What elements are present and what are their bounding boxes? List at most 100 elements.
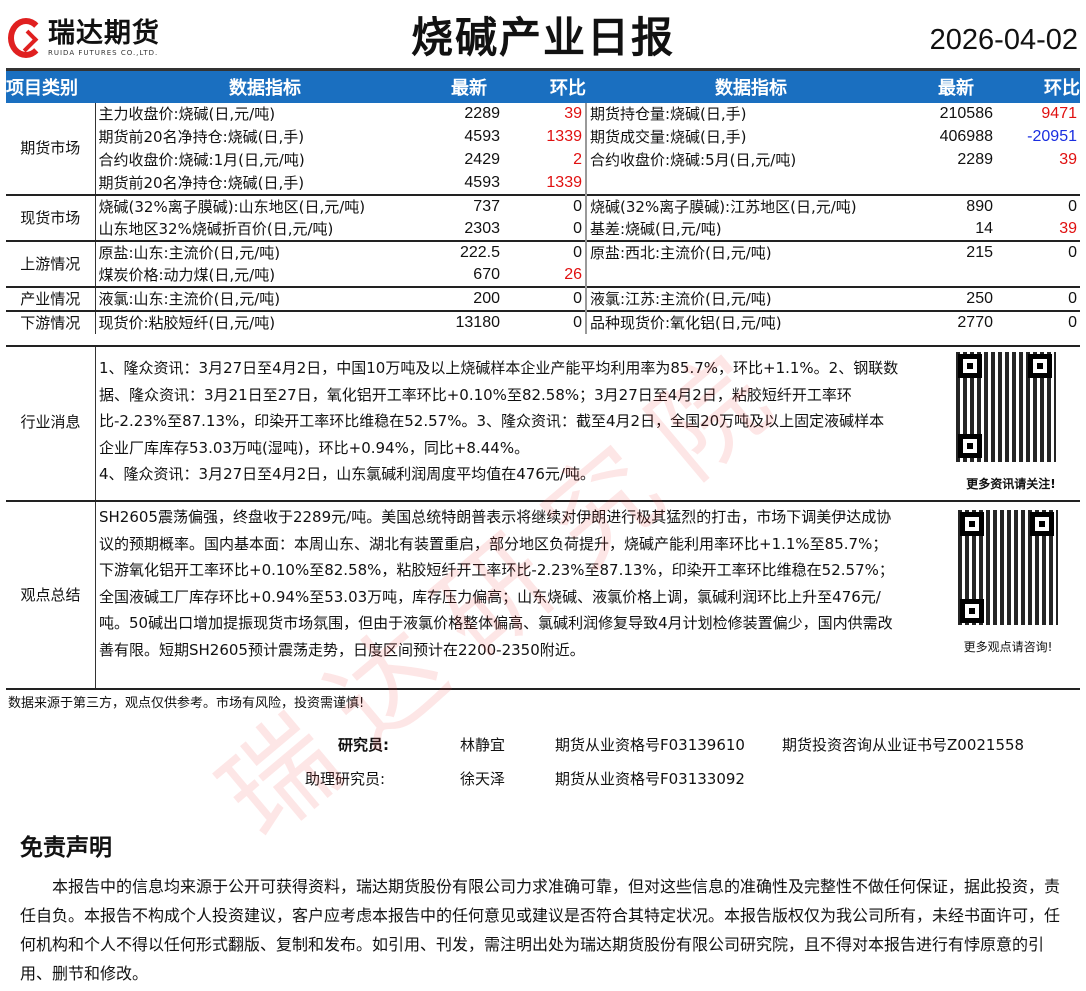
assistant-role: 助理研究员: — [305, 770, 386, 788]
column-header: 项目类别 — [6, 68, 95, 103]
table-row: 期货前20名净持仓:烧碱(日,手) 4593 1339 — [6, 171, 1080, 195]
latest-value: 13180 — [435, 309, 503, 334]
news-section: 行业消息 1、隆众资讯：3月27日至4月2日，中国10万吨及以上烧碱样本企业产能… — [6, 345, 1080, 500]
indicator-name: 品种现货价:氧化铝(日,元/吨) — [586, 309, 916, 334]
change-value: 2 — [503, 148, 587, 172]
column-header: 最新 — [916, 68, 996, 103]
column-header: 环比 — [996, 68, 1080, 103]
report-header: 瑞达期货 RUIDA FUTURES CO.,LTD. 烧碱产业日报 2026-… — [0, 0, 1086, 68]
report-date: 2026-04-02 — [929, 24, 1078, 56]
researcher-cert: 期货从业资格号F03139610 — [555, 736, 745, 754]
indicator-name: 液氯:江苏:主流价(日,元/吨) — [586, 285, 916, 311]
change-value: 0 — [503, 217, 587, 241]
indicator-name: 烧碱(32%离子膜碱):山东地区(日,元/吨) — [95, 193, 435, 218]
latest-value: 215 — [916, 239, 996, 264]
data-table: 项目类别 数据指标 最新 环比 数据指标 最新 环比 期货市场 主力收盘价:烧碱(日,元/吨)… — [6, 68, 1080, 334]
latest-value — [916, 172, 996, 195]
indicator-name: 合约收盘价:烧碱:5月(日,元/吨) — [590, 151, 797, 169]
logo-name: 瑞达期货 — [48, 18, 160, 49]
latest-value: 406988 — [939, 128, 993, 145]
latest-value: 250 — [916, 285, 996, 311]
disclaimer-title: 免责声明 — [20, 835, 112, 861]
researcher-consult-cert: 期货投资咨询从业证书号Z0021558 — [782, 736, 1025, 754]
latest-value: 200 — [435, 285, 503, 311]
view-text: SH2605震荡偏强，终盘收于2289元/吨。美国总统特朗普表示将继续对伊朗进行… — [99, 508, 894, 659]
change-value: -20951 — [1027, 128, 1077, 145]
logo-english: RUIDA FUTURES CO.,LTD. — [48, 49, 159, 57]
company-logo: 瑞达期货 RUIDA FUTURES CO.,LTD. — [8, 18, 160, 58]
category-cell: 现货市场 — [6, 193, 96, 241]
indicator-name — [586, 172, 916, 195]
table-row: 上游情况 原盐:山东:主流价(日,元/吨) 222.5 0 原盐:西北:主流价(日,元/… — [6, 239, 1080, 287]
latest-value: 2289 — [957, 151, 993, 168]
latest-value: 890 — [916, 193, 996, 218]
indicator-name: 期货前20名净持仓:烧碱(日,手) — [98, 128, 305, 146]
indicator-name: 液氯:山东:主流价(日,元/吨) — [95, 285, 435, 311]
assistant-cert: 期货从业资格号F03133092 — [555, 770, 745, 788]
latest-value: 4593 — [464, 173, 500, 191]
column-header: 数据指标 — [95, 68, 435, 103]
latest-value: 737 — [435, 193, 503, 218]
table-row: 期货前20名净持仓:烧碱(日,手) 4593 1339 期货成交量:烧碱(日,手) 40… — [6, 125, 1080, 149]
indicator-name: 烧碱(32%离子膜碱):江苏地区(日,元/吨) — [586, 193, 916, 218]
change-value: 39 — [503, 102, 587, 126]
change-value: 0 — [996, 193, 1080, 218]
column-header: 最新 — [435, 68, 503, 103]
latest-value: 2770 — [916, 309, 996, 334]
latest-value: 2429 — [464, 151, 500, 168]
change-value: 1339 — [503, 125, 587, 149]
change-value: 39 — [1059, 219, 1077, 237]
logo-icon — [8, 18, 44, 58]
change-value — [996, 172, 1080, 195]
indicator-name: 期货前20名净持仓:烧碱(日,手) — [98, 173, 305, 192]
indicator-name: 期货持仓量:烧碱(日,手) — [590, 105, 747, 123]
latest-value: 210586 — [939, 105, 993, 122]
latest-value — [916, 264, 996, 287]
indicator-name: 原盐:西北:主流价(日,元/吨) — [586, 239, 916, 264]
latest-value: 2289 — [464, 105, 500, 122]
news-label: 行业消息 — [20, 413, 81, 431]
column-header: 数据指标 — [586, 68, 916, 103]
indicator-name: 现货价:粘胶短纤(日,元/吨) — [95, 309, 435, 334]
change-value: 0 — [503, 239, 587, 264]
latest-value: 2303 — [464, 219, 500, 237]
category-cell: 上游情况 — [6, 239, 96, 287]
indicator-name: 原盐:山东:主流价(日,元/吨) — [95, 239, 435, 264]
category-cell: 产业情况 — [6, 285, 96, 311]
change-value: 1339 — [503, 171, 587, 195]
change-value: 0 — [503, 193, 587, 218]
change-value: 0 — [996, 285, 1080, 311]
indicator-name: 山东地区32%烧碱折百价(日,元/吨) — [98, 219, 334, 238]
indicator-name: 煤炭价格:动力煤(日,元/吨) — [98, 265, 276, 284]
table-header: 项目类别 数据指标 最新 环比 数据指标 最新 环比 — [6, 68, 1080, 103]
change-value: 39 — [1059, 151, 1077, 168]
latest-value: 222.5 — [435, 239, 503, 264]
view-qr-caption: 更多观点请咨询! — [963, 640, 1053, 654]
table-row: 下游情况 现货价:粘胶短纤(日,元/吨) 13180 0 品种现货价:氧化铝(日,元/吨… — [6, 309, 1080, 334]
category-cell: 期货市场 — [6, 102, 96, 195]
table-row: 煤炭价格:动力煤(日,元/吨) 670 26 — [6, 263, 1080, 287]
table-row: 期货市场 主力收盘价:烧碱(日,元/吨) 2289 39 期货持仓量:烧碱(日,手) 21… — [6, 102, 1080, 195]
news-text: 1、隆众资讯：3月27日至4月2日，中国10万吨及以上烧碱样本企业产能平均利用率… — [99, 359, 899, 457]
indicator-name: 基差:烧碱(日,元/吨) — [590, 219, 722, 238]
change-value: 9471 — [1041, 105, 1077, 122]
table-row: 山东地区32%烧碱折百价(日,元/吨) 2303 0 基差:烧碱(日,元/吨) 14 39 — [6, 217, 1080, 241]
view-label: 观点总结 — [20, 586, 81, 604]
table-row: 现货市场 烧碱(32%离子膜碱):山东地区(日,元/吨) 737 0 烧碱(32%离子膜… — [6, 193, 1080, 241]
news-text-4: 4、隆众资讯：3月27日至4月2日，山东氯碱利润周度平均值在476元/吨。 — [99, 465, 595, 483]
change-value: 26 — [503, 263, 587, 287]
change-value: 0 — [503, 309, 587, 334]
researcher-name: 林静宜 — [460, 736, 506, 754]
latest-value: 14 — [975, 219, 993, 237]
change-value — [996, 264, 1080, 287]
assistant-name: 徐天泽 — [460, 770, 506, 788]
disclaimer-text: 本报告中的信息均来源于公开可获得资料，瑞达期货股份有限公司力求准确可靠，但对这些… — [20, 877, 1061, 983]
column-header: 环比 — [503, 68, 586, 103]
view-section: 观点总结 SH2605震荡偏强，终盘收于2289元/吨。美国总统特朗普表示将继续… — [6, 500, 1080, 688]
news-qr-caption: 更多资讯请关注! — [966, 477, 1056, 491]
table-row: 产业情况 液氯:山东:主流价(日,元/吨) 200 0 液氯:江苏:主流价(日,元/吨)… — [6, 285, 1080, 311]
change-value: 0 — [996, 239, 1080, 264]
indicator-name: 期货成交量:烧碱(日,手) — [590, 128, 747, 146]
change-value: 0 — [996, 309, 1080, 334]
latest-value: 4593 — [464, 128, 500, 145]
